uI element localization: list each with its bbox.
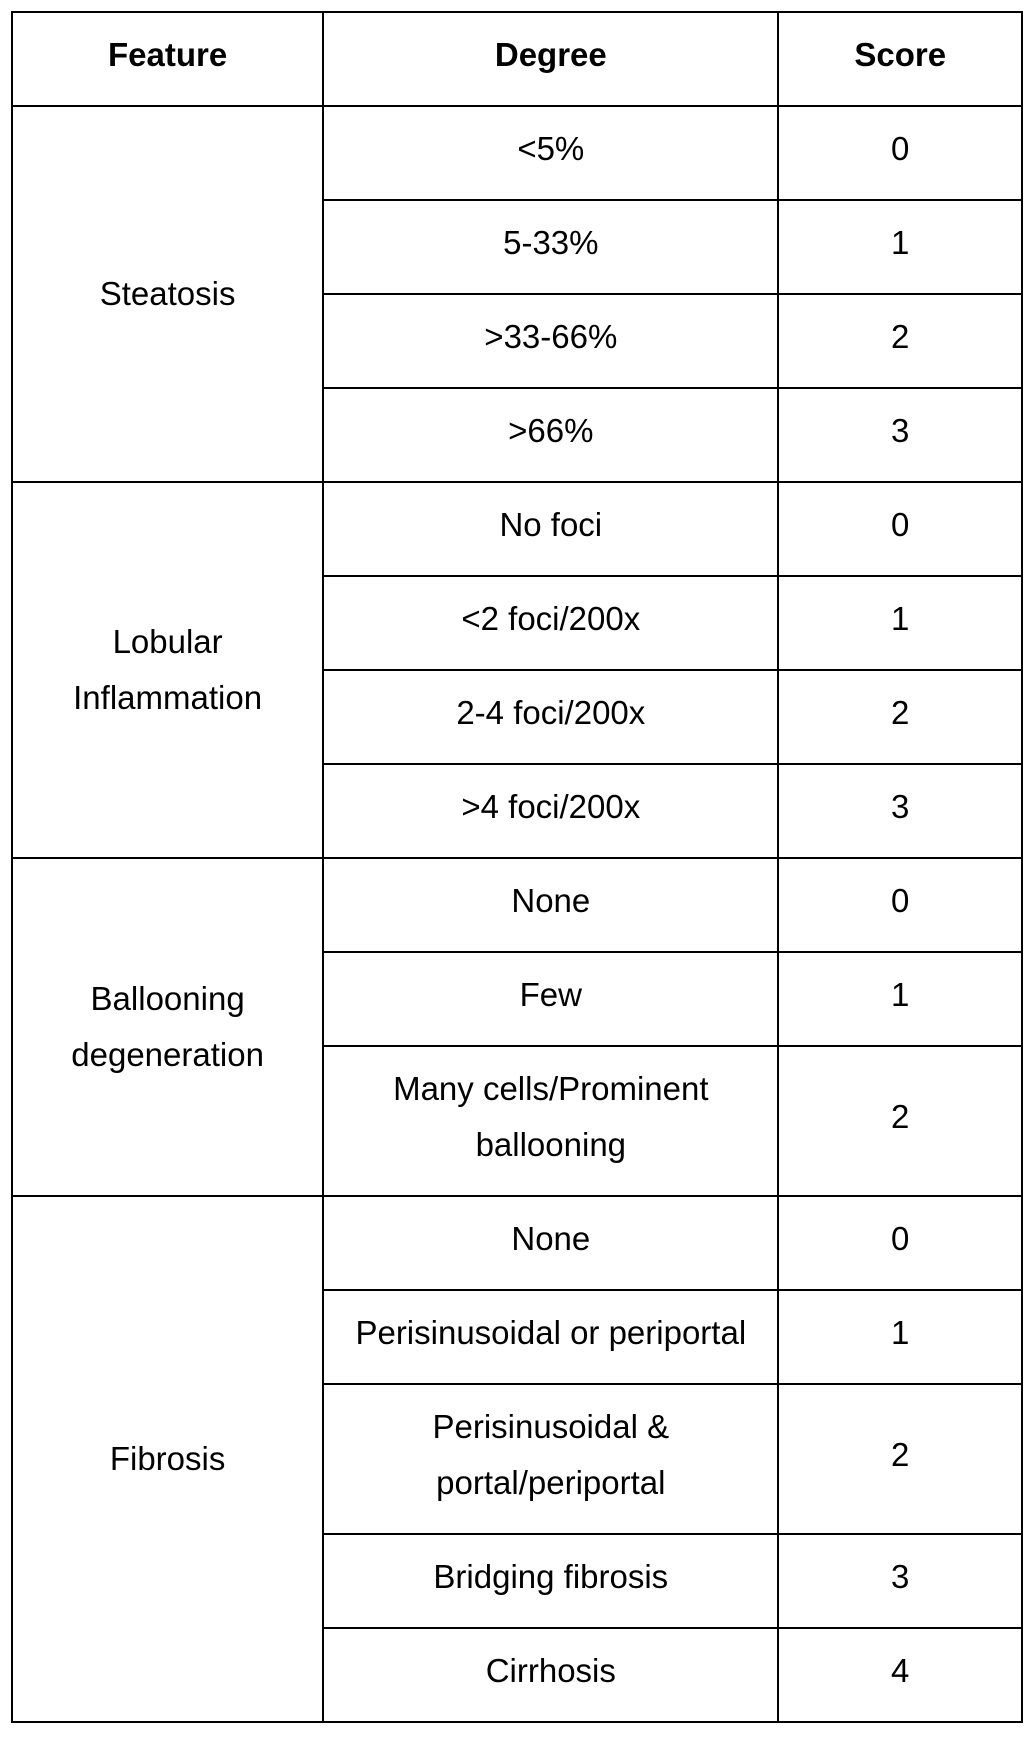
table-body: Steatosis<5%05-33%1>33-66%2>66%3Lobular … bbox=[12, 106, 1022, 1722]
score-table: FeatureDegreeScore Steatosis<5%05-33%1>3… bbox=[11, 11, 1023, 1723]
score-cell: 1 bbox=[778, 952, 1022, 1046]
table-header: FeatureDegreeScore bbox=[12, 12, 1022, 106]
degree-cell: None bbox=[323, 1196, 778, 1290]
table-row: FibrosisNone0 bbox=[12, 1196, 1022, 1290]
feature-cell: Lobular Inflammation bbox=[12, 482, 323, 858]
score-cell: 0 bbox=[778, 1196, 1022, 1290]
header-cell: Feature bbox=[12, 12, 323, 106]
score-cell: 2 bbox=[778, 1046, 1022, 1196]
score-cell: 1 bbox=[778, 576, 1022, 670]
table-row: Lobular InflammationNo foci0 bbox=[12, 482, 1022, 576]
score-cell: 3 bbox=[778, 764, 1022, 858]
score-cell: 4 bbox=[778, 1628, 1022, 1722]
score-cell: 0 bbox=[778, 858, 1022, 952]
header-row: FeatureDegreeScore bbox=[12, 12, 1022, 106]
degree-cell: Many cells/Prominent ballooning bbox=[323, 1046, 778, 1196]
degree-cell: 2-4 foci/200x bbox=[323, 670, 778, 764]
header-cell: Score bbox=[778, 12, 1022, 106]
degree-cell: Perisinusoidal & portal/periportal bbox=[323, 1384, 778, 1534]
degree-cell: Bridging fibrosis bbox=[323, 1534, 778, 1628]
degree-cell: >66% bbox=[323, 388, 778, 482]
table-row: Ballooning degenerationNone0 bbox=[12, 858, 1022, 952]
score-cell: 2 bbox=[778, 1384, 1022, 1534]
score-cell: 2 bbox=[778, 294, 1022, 388]
table-row: Steatosis<5%0 bbox=[12, 106, 1022, 200]
degree-cell: Perisinusoidal or periportal bbox=[323, 1290, 778, 1384]
feature-cell: Steatosis bbox=[12, 106, 323, 482]
degree-cell: <5% bbox=[323, 106, 778, 200]
header-cell: Degree bbox=[323, 12, 778, 106]
degree-cell: None bbox=[323, 858, 778, 952]
score-cell: 0 bbox=[778, 482, 1022, 576]
degree-cell: >33-66% bbox=[323, 294, 778, 388]
score-cell: 1 bbox=[778, 1290, 1022, 1384]
score-cell: 1 bbox=[778, 200, 1022, 294]
degree-cell: <2 foci/200x bbox=[323, 576, 778, 670]
degree-cell: 5-33% bbox=[323, 200, 778, 294]
feature-cell: Ballooning degeneration bbox=[12, 858, 323, 1196]
degree-cell: Few bbox=[323, 952, 778, 1046]
score-cell: 2 bbox=[778, 670, 1022, 764]
degree-cell: No foci bbox=[323, 482, 778, 576]
degree-cell: Cirrhosis bbox=[323, 1628, 778, 1722]
score-cell: 3 bbox=[778, 1534, 1022, 1628]
degree-cell: >4 foci/200x bbox=[323, 764, 778, 858]
feature-cell: Fibrosis bbox=[12, 1196, 323, 1722]
score-cell: 3 bbox=[778, 388, 1022, 482]
score-cell: 0 bbox=[778, 106, 1022, 200]
